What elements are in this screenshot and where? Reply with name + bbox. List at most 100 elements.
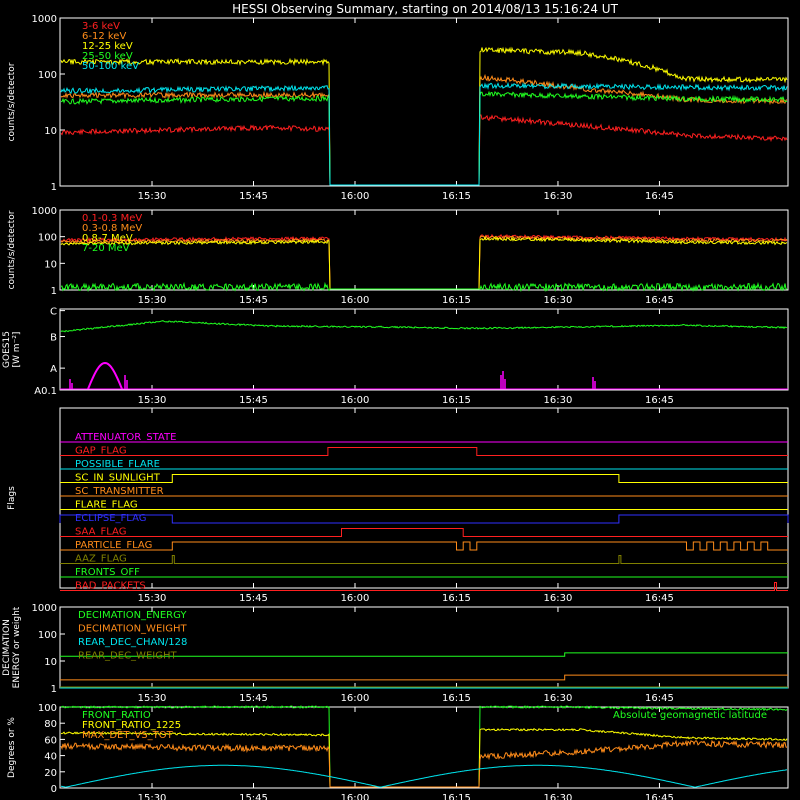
flag-line-aaz-flag <box>60 555 788 564</box>
series-line-geomagnetic-latitude <box>60 764 788 788</box>
x-tick-label: 16:15 <box>442 395 471 406</box>
goes-ylabel: GOES15 <box>2 331 12 368</box>
series-line-max-det-vs-tot <box>60 739 788 788</box>
x-tick-label: 15:30 <box>138 395 167 406</box>
x-tick-label: 15:45 <box>239 693 268 704</box>
y-tick-label: 1 <box>51 182 57 193</box>
x-tick-label: 16:15 <box>442 593 471 604</box>
x-tick-label: 15:45 <box>239 395 268 406</box>
rates-low-ylabel: counts/s/detector <box>7 62 17 141</box>
rates-low-legend-entry: 50-100 keV <box>82 61 139 72</box>
y-tick-label: 1000 <box>32 14 57 25</box>
x-tick-label: 15:30 <box>138 191 167 202</box>
x-tick-label: 16:45 <box>645 191 674 202</box>
x-tick-label: 16:30 <box>544 295 573 306</box>
x-tick-label: 16:00 <box>341 191 370 202</box>
y-tick-label: 100 <box>38 70 57 81</box>
flag-label: POSSIBLE_FLARE <box>75 459 160 470</box>
flag-label: AAZ_FLAG <box>75 554 127 565</box>
x-tick-label: 15:45 <box>239 191 268 202</box>
flag-label: FRONTS_OFF <box>75 567 140 578</box>
rates-high-legend-entry: 7-20 MeV <box>82 243 130 254</box>
rates-high-legend-entry: 0.8-7 MeV <box>82 233 133 244</box>
flag-label: PARTICLE_FLAG <box>75 540 152 551</box>
y-tick-label: 1 <box>51 684 57 695</box>
series-line-0-8-7-mev <box>60 236 788 290</box>
y-tick-label: 40 <box>44 752 57 763</box>
ratios-legend-entry: FRONT_RATIO <box>82 710 151 721</box>
decimation-ylabel: DECIMATION <box>2 619 12 676</box>
x-tick-label: 16:00 <box>341 395 370 406</box>
series-line-decimation-weight <box>60 674 788 681</box>
x-tick-label: 16:45 <box>645 295 674 306</box>
flag-label: SC_TRANSMITTER <box>75 486 164 497</box>
y-tick-label: 10 <box>44 657 57 668</box>
series-line-decimation-energy <box>60 652 788 657</box>
x-tick-label: 16:15 <box>442 191 471 202</box>
x-tick-label: 16:45 <box>645 693 674 704</box>
x-tick-label: 15:45 <box>239 793 268 800</box>
x-tick-label: 16:45 <box>645 593 674 604</box>
y-tick-label: 10 <box>44 259 57 270</box>
y-tick-label: B <box>50 333 57 344</box>
decimation-legend-entry: DECIMATION_ENERGY <box>78 610 187 621</box>
flag-line-sc-in-sunlight <box>60 474 788 483</box>
x-tick-label: 16:00 <box>341 295 370 306</box>
rates-low-legend-entry: 3-6 keV <box>82 21 120 32</box>
ratios-legend-entry: FRONT_RATIO_1225 <box>82 720 181 731</box>
y-tick-label: 1000 <box>32 603 57 614</box>
x-tick-label: 15:30 <box>138 693 167 704</box>
flags-ylabel: Flags <box>7 486 17 510</box>
ratios-legend-entry: MAX_DET_VS_TOT <box>82 730 174 741</box>
decimation-ylabel: ENERGY or weight <box>12 606 22 688</box>
rates-high-ylabel: counts/s/detector <box>7 210 17 289</box>
rates-low-legend-entry: 6-12 keV <box>82 31 126 42</box>
flag-line-bad-packets <box>60 582 788 591</box>
x-tick-label: 16:15 <box>442 793 471 800</box>
goes-flag-bump <box>87 361 123 390</box>
x-tick-label: 16:30 <box>544 593 573 604</box>
goes-frame <box>59 308 789 391</box>
y-tick-label: 1 <box>51 286 57 297</box>
y-tick-label: 20 <box>44 768 57 779</box>
rates-high-frame <box>59 209 789 291</box>
y-tick-label: A <box>50 364 57 375</box>
flag-label: FLARE_FLAG <box>75 500 138 511</box>
rates-low-legend-entry: 25-50 keV <box>82 51 133 62</box>
ratios-frame <box>59 706 789 789</box>
flags-frame <box>59 407 789 589</box>
y-tick-label: 100 <box>38 703 57 714</box>
series-line-12-25-kev <box>60 46 788 186</box>
ratios-annotation: Absolute geomagnetic latitude <box>613 710 767 721</box>
rates-low-frame <box>59 17 789 187</box>
rates-high-legend-entry: 0.1-0.3 MeV <box>82 213 142 224</box>
x-tick-label: 16:15 <box>442 295 471 306</box>
y-tick-label: 0 <box>51 784 57 795</box>
series-line-6-12-kev <box>60 73 788 186</box>
x-tick-label: 15:45 <box>239 593 268 604</box>
y-tick-label: 60 <box>44 735 57 746</box>
flag-label: ATTENUATOR_STATE <box>75 432 176 443</box>
x-tick-label: 15:30 <box>138 593 167 604</box>
flag-line-eclipse-flag <box>59 514 789 524</box>
y-tick-label: 100 <box>38 233 57 244</box>
series-line-goes-1-8a <box>60 320 788 333</box>
x-tick-label: 16:00 <box>341 793 370 800</box>
flag-label: SAA_FLAG <box>75 527 126 538</box>
x-tick-label: 16:30 <box>544 191 573 202</box>
x-tick-label: 16:30 <box>544 395 573 406</box>
x-tick-label: 16:45 <box>645 793 674 800</box>
y-tick-label: 80 <box>44 719 57 730</box>
series-line-25-50-kev <box>60 90 788 186</box>
series-line-3-6-kev <box>60 114 788 186</box>
chart-title: HESSI Observing Summary, starting on 201… <box>232 2 618 16</box>
x-tick-label: 16:00 <box>341 693 370 704</box>
series-line-7-20-mev <box>60 281 788 293</box>
y-tick-label: 100 <box>38 630 57 641</box>
y-tick-label: 1000 <box>32 206 57 217</box>
x-tick-label: 15:30 <box>138 295 167 306</box>
decimation-legend-entry: DECIMATION_WEIGHT <box>78 624 187 635</box>
x-tick-label: 15:45 <box>239 295 268 306</box>
flag-label: GAP_FLAG <box>75 446 127 457</box>
